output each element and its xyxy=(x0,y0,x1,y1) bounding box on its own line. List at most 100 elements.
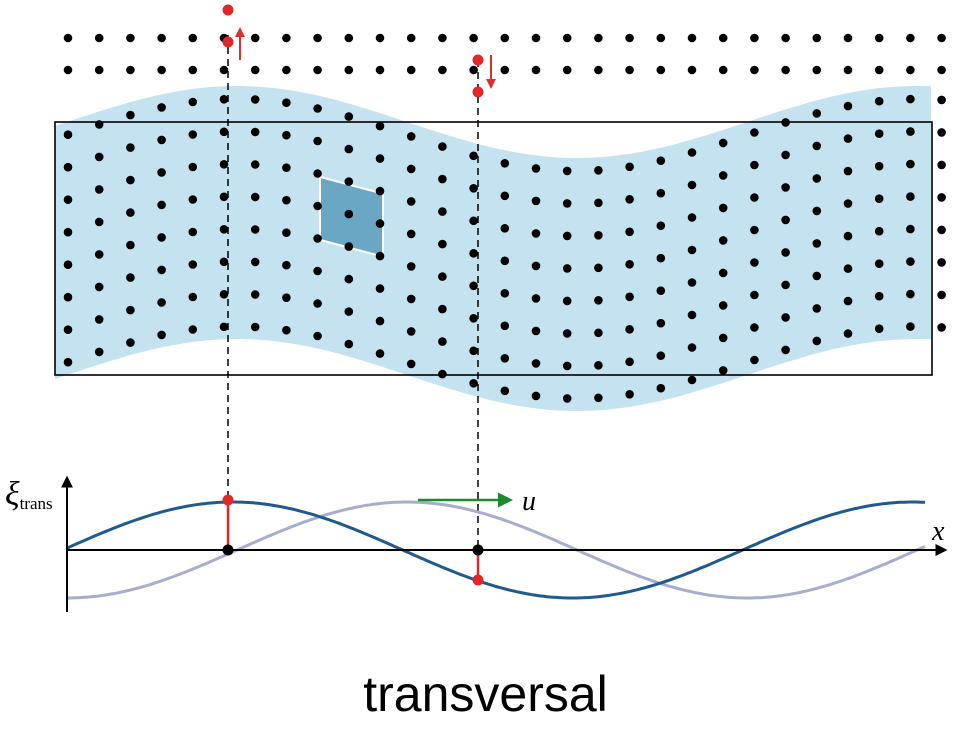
medium-particle xyxy=(718,138,728,148)
medium-particle xyxy=(906,159,915,169)
medium-particle xyxy=(687,310,697,320)
medium-particle xyxy=(94,217,104,227)
medium-particle xyxy=(344,144,354,154)
medium-particle xyxy=(282,163,291,172)
medium-particle xyxy=(219,322,229,332)
medium-particle xyxy=(63,357,73,367)
medium-particle xyxy=(656,383,666,393)
medium-particle xyxy=(469,249,478,258)
y-axis-subscript: trans xyxy=(20,494,53,513)
medium-particle xyxy=(843,134,853,143)
medium-particle xyxy=(406,229,416,239)
reference-particle xyxy=(282,33,291,43)
reference-particle xyxy=(594,65,603,75)
medium-particle xyxy=(750,193,759,202)
reference-particle xyxy=(63,65,73,75)
reference-particle xyxy=(937,33,946,43)
medium-particle xyxy=(750,323,759,332)
medium-particle xyxy=(406,132,416,141)
medium-particle xyxy=(718,203,728,213)
medium-particle xyxy=(656,253,666,263)
medium-particle xyxy=(126,240,135,250)
reference-particle xyxy=(126,33,135,43)
medium-particle xyxy=(812,174,822,183)
medium-particle xyxy=(625,292,634,302)
medium-particle xyxy=(313,169,322,178)
medium-particle xyxy=(531,261,541,271)
medium-particle xyxy=(219,225,229,234)
medium-particle xyxy=(438,142,447,151)
medium-particle xyxy=(656,286,666,296)
undisturbed-particle-rows xyxy=(63,33,946,75)
medium-particle xyxy=(625,162,634,172)
medium-particle xyxy=(438,207,447,216)
medium-particle xyxy=(500,386,510,396)
reference-particle xyxy=(94,33,104,43)
medium-particle xyxy=(656,351,666,361)
displacement-marker-2 xyxy=(472,574,484,586)
medium-particle xyxy=(843,199,853,208)
medium-particle xyxy=(219,192,229,202)
tracer-particle-2-b xyxy=(472,86,484,98)
medium-particle xyxy=(843,329,853,338)
medium-particle xyxy=(375,219,385,228)
medium-particle xyxy=(94,282,104,292)
medium-particle xyxy=(250,192,260,202)
reference-particle xyxy=(188,33,198,43)
medium-particle xyxy=(812,239,822,248)
reference-particle xyxy=(750,33,759,43)
medium-particle xyxy=(750,258,759,267)
medium-particle xyxy=(781,118,790,127)
medium-particle xyxy=(375,316,385,326)
reference-particle xyxy=(63,33,73,43)
medium-particle xyxy=(718,301,728,310)
medium-particle xyxy=(406,197,416,206)
equilibrium-frame xyxy=(54,121,933,376)
medium-particle xyxy=(594,361,603,370)
medium-particle xyxy=(375,349,385,358)
medium-particle xyxy=(562,361,572,371)
medium-particle xyxy=(656,221,666,230)
medium-particle xyxy=(126,110,135,120)
reference-particle xyxy=(469,33,478,43)
medium-particle xyxy=(906,192,915,201)
medium-particle xyxy=(625,390,634,399)
medium-particle xyxy=(126,305,135,315)
medium-particle xyxy=(531,196,541,206)
medium-particle xyxy=(344,274,354,284)
medium-particle xyxy=(188,162,198,172)
tracer-particle-1-b xyxy=(222,36,234,48)
medium-particle xyxy=(687,180,697,190)
medium-particle xyxy=(562,231,572,241)
medium-particle xyxy=(531,391,541,401)
reference-particle xyxy=(406,65,416,75)
medium-particle xyxy=(406,262,416,271)
reference-particle xyxy=(625,65,634,75)
reference-particle xyxy=(219,65,229,75)
medium-particle xyxy=(937,323,946,332)
reference-particle xyxy=(344,65,354,75)
medium-particle xyxy=(874,291,884,301)
medium-particle xyxy=(126,273,135,282)
reference-particle xyxy=(562,33,572,43)
medium-particle xyxy=(126,143,135,152)
medium-particle xyxy=(937,258,946,267)
medium-particle xyxy=(188,195,198,204)
medium-particle xyxy=(188,97,198,107)
medium-particle xyxy=(781,313,790,322)
medium-particle xyxy=(500,321,510,331)
medium-particle xyxy=(313,136,322,146)
medium-particle xyxy=(906,289,915,299)
medium-particle xyxy=(313,201,322,211)
medium-particle xyxy=(750,355,759,365)
medium-particle xyxy=(188,227,198,237)
reference-particle xyxy=(282,65,291,75)
medium-particle xyxy=(687,213,697,222)
medium-particle xyxy=(906,224,915,234)
medium-particle xyxy=(250,290,260,299)
reference-particle xyxy=(718,33,728,43)
reference-particle xyxy=(344,33,354,43)
axis-point-1 xyxy=(222,544,234,556)
medium-particle xyxy=(344,209,354,219)
medium-particle xyxy=(625,195,634,204)
